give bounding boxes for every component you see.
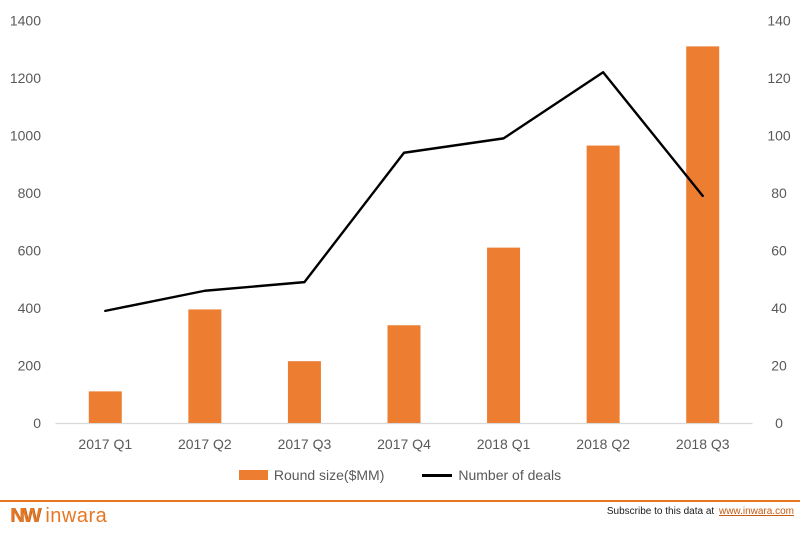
subscribe-text: Subscribe to this data at (606, 506, 717, 517)
bar-2017-q2 (188, 309, 222, 423)
bar-2017-q3 (287, 361, 321, 423)
y-axis-tick-right: 20 (771, 357, 787, 373)
y-axis-tick-left: 1200 (10, 70, 41, 86)
legend-item-deals: Number of deals (422, 467, 561, 483)
bar-2018-q1 (487, 247, 521, 423)
bar-series-swatch-icon (238, 470, 268, 480)
y-axis-tick-left: 400 (18, 300, 42, 316)
y-axis-tick-left: 800 (18, 185, 42, 201)
y-axis-tick-left: 600 (18, 242, 42, 258)
y-axis-tick-right: 120 (767, 70, 791, 86)
subscribe-link[interactable]: www.inwara.com (718, 506, 794, 517)
legend-label-deals: Number of deals (458, 467, 562, 483)
legend-label-round-size: Round size($MM) (273, 467, 385, 483)
y-axis-tick-left: 1400 (10, 12, 41, 28)
y-axis-tick-right: 80 (771, 185, 787, 201)
chart-canvas: 0 200 400 600 800 1000 1200 1400 0 20 40 60 80 100 120… (10, 12, 791, 452)
subscribe-note: Subscribe to this data at www.inwara.com (607, 506, 794, 517)
x-axis-tick: 2017 Q1 (78, 436, 132, 452)
bar-2017-q4 (387, 325, 421, 423)
x-axis-tick: 2017 Q2 (178, 436, 232, 452)
line-series-swatch-icon (422, 473, 453, 477)
bar-2017-q1 (88, 391, 122, 423)
deals-line (104, 71, 704, 313)
y-axis-tick-left: 0 (33, 415, 41, 431)
footer: NW inwara Subscribe to this data at www.… (0, 500, 800, 534)
y-axis-tick-right: 140 (767, 12, 791, 28)
x-axis-tick: 2018 Q2 (576, 436, 630, 452)
combo-chart: 0 200 400 600 800 1000 1200 1400 0 20 40 60 80 100 120… (0, 12, 800, 484)
legend-item-round-size: Round size($MM) (238, 467, 385, 483)
y-axis-tick-right: 40 (771, 300, 787, 316)
x-axis-tick: 2017 Q4 (377, 436, 431, 452)
y-axis-tick-left: 200 (18, 357, 42, 373)
x-axis-tick: 2018 Q1 (477, 436, 531, 452)
y-axis-tick-right: 60 (771, 242, 787, 258)
chart-legend: Round size($MM) Number of deals (0, 466, 800, 484)
inwara-wordmark: inwara (45, 505, 108, 527)
y-axis-tick-left: 1000 (10, 127, 41, 143)
x-axis-tick: 2017 Q3 (278, 436, 332, 452)
inwara-logo: NW inwara (10, 505, 107, 528)
inwara-logo-mark-icon: NW (10, 505, 41, 527)
y-axis-tick-right: 100 (767, 127, 791, 143)
x-axis-tick: 2018 Q3 (676, 436, 730, 452)
bar-2018-q3 (686, 46, 720, 423)
y-axis-tick-right: 0 (775, 415, 783, 431)
bar-2018-q2 (586, 145, 620, 423)
